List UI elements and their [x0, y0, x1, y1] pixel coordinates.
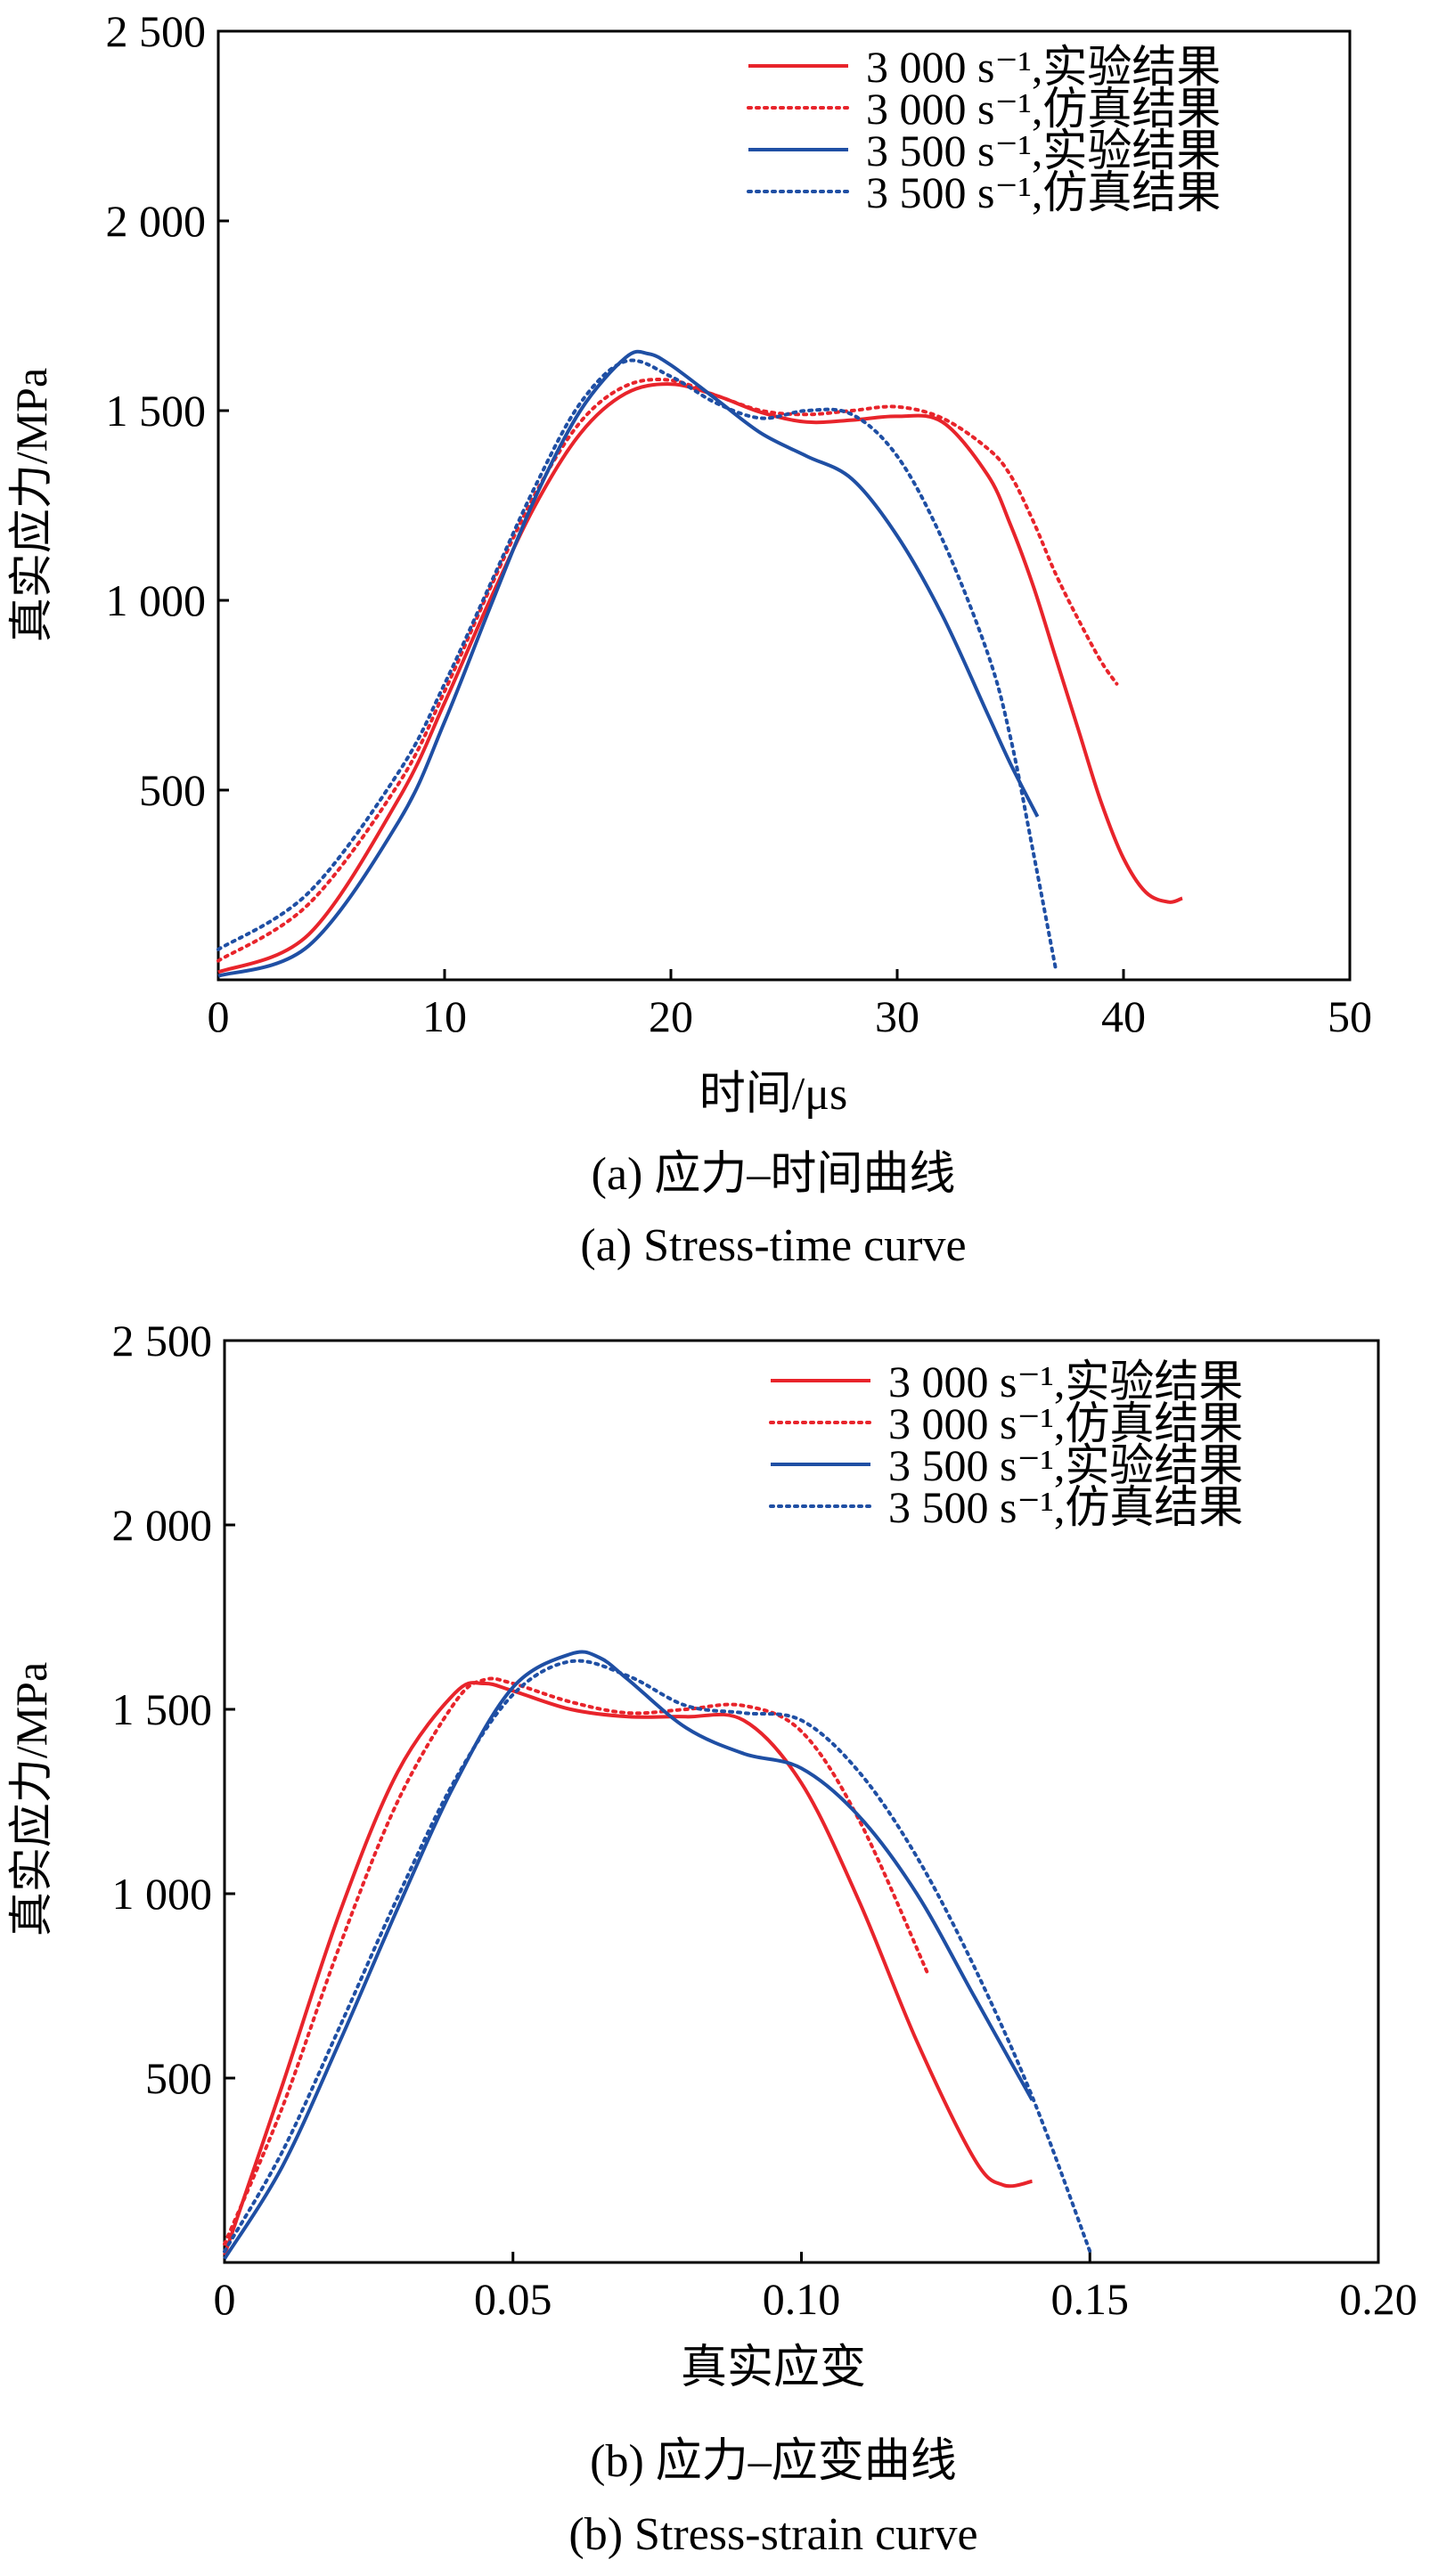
x-tick-label: 50 — [1328, 991, 1372, 1041]
panel-a-plot-frame — [217, 29, 1352, 982]
x-tick-label: 20 — [649, 991, 693, 1041]
y-tick-label: 2 000 — [112, 1500, 213, 1550]
x-tick-label: 0 — [208, 991, 230, 1041]
panel-a-caption-en: (a) Stress-time curve — [580, 1220, 966, 1271]
panel-a-caption-cn: (a) 应力–时间曲线 — [592, 1149, 956, 1200]
x-tick-label: 0 — [214, 2274, 236, 2324]
x-tick-label: 30 — [875, 991, 919, 1041]
x-tick-label: 0.10 — [763, 2274, 841, 2324]
series-line-1 — [223, 1676, 930, 2246]
y-tick-label: 1 500 — [112, 1684, 213, 1734]
panel-a-x-axis-label: 时间/μs — [699, 1069, 848, 1120]
series-line-2 — [217, 349, 1040, 978]
panel-b-caption-en: (b) Stress-strain curve — [568, 2509, 977, 2560]
y-tick-label: 2 000 — [106, 196, 207, 246]
panel-b-stress-strain-chart: 500 1 000 1 500 2 000 2 500 0 0.05 0.10 0.15 0.2… — [6, 1316, 1418, 2560]
legend-label: 3 500 s⁻¹,实验结果 — [866, 126, 1221, 175]
legend-label: 3 000 s⁻¹,仿真结果 — [888, 1398, 1243, 1448]
legend-label: 3 000 s⁻¹,仿真结果 — [866, 84, 1221, 134]
panel-a-stress-time-chart: 500 1 000 1 500 2 000 2 500 0 10 20 30 40 50 3 00… — [6, 6, 1372, 1271]
y-tick-label: 500 — [145, 2053, 212, 2103]
panel-a-series — [217, 349, 1183, 978]
series-line-3 — [223, 1659, 1092, 2254]
panel-b-x-ticks: 0 0.05 0.10 0.15 0.20 — [214, 2252, 1418, 2324]
x-tick-label: 0.20 — [1339, 2274, 1418, 2324]
legend-label: 3 000 s⁻¹,实验结果 — [888, 1357, 1243, 1406]
panel-b-caption-cn: (b) 应力–应变曲线 — [590, 2436, 957, 2487]
series-line-1 — [217, 378, 1119, 963]
x-tick-label: 0.05 — [474, 2274, 552, 2324]
panel-b-x-axis-label: 真实应变 — [681, 2343, 866, 2393]
y-tick-label: 1 500 — [106, 386, 207, 436]
panel-b-y-ticks: 500 1 000 1 500 2 000 2 500 — [112, 1316, 235, 2103]
y-tick-label: 500 — [139, 765, 206, 815]
legend-label: 3 500 s⁻¹,仿真结果 — [888, 1482, 1243, 1532]
y-tick-label: 2 500 — [112, 1316, 213, 1365]
y-tick-label: 2 500 — [106, 6, 207, 56]
y-tick-label: 1 000 — [112, 1869, 213, 1919]
series-line-0 — [223, 1681, 1033, 2256]
x-tick-label: 0.15 — [1051, 2274, 1130, 2324]
y-tick-label: 1 000 — [106, 575, 207, 625]
panel-b-y-axis-label: 真实应力/MPa — [6, 1662, 56, 1936]
x-tick-label: 40 — [1101, 991, 1146, 1041]
panel-a-y-ticks: 500 1 000 1 500 2 000 2 500 — [106, 6, 229, 815]
legend-label: 3 500 s⁻¹,实验结果 — [888, 1440, 1243, 1490]
panel-a-x-ticks: 0 10 20 30 40 50 — [208, 969, 1372, 1041]
series-line-0 — [217, 382, 1183, 974]
x-tick-label: 10 — [422, 991, 467, 1041]
legend-label: 3 500 s⁻¹,仿真结果 — [866, 167, 1221, 217]
panel-a-y-axis-label: 真实应力/MPa — [6, 368, 56, 642]
legend-label: 3 000 s⁻¹,实验结果 — [866, 42, 1221, 92]
panel-b-series — [223, 1650, 1092, 2260]
series-line-3 — [217, 358, 1058, 971]
series-line-2 — [223, 1650, 1034, 2260]
